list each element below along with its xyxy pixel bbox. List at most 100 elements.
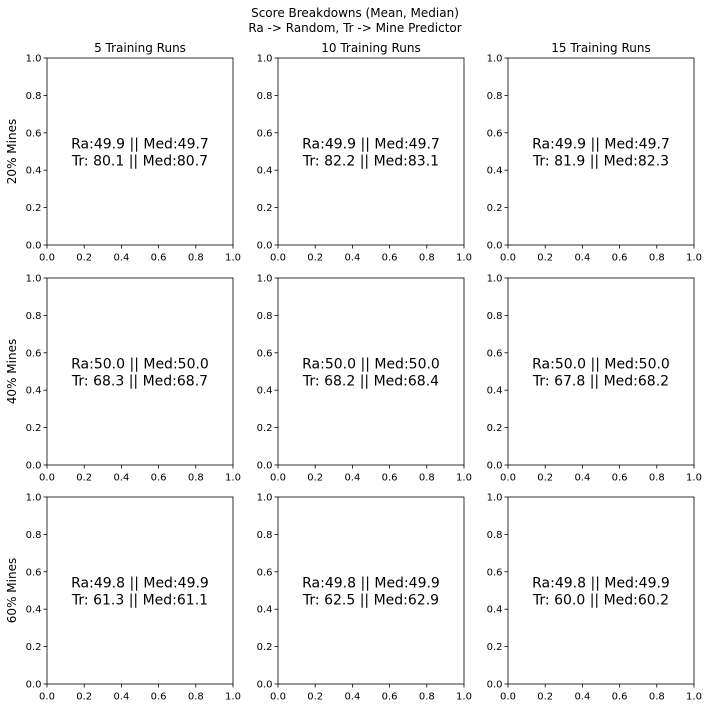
annotation-random-r3-c3: Ra:49.8 || Med:49.9 <box>532 576 670 592</box>
x-tick-label-r2-c3-3: 0.6 <box>612 473 628 484</box>
y-tick-label-r2-c3-2: 0.4 <box>487 386 503 397</box>
x-tick-label-r1-c1-2: 0.4 <box>113 253 129 264</box>
x-tick-label-r2-c1-5: 1.0 <box>225 473 241 484</box>
y-tick-label-r2-c1-5: 1.0 <box>26 274 42 285</box>
x-tick-label-r2-c1-1: 0.2 <box>76 473 92 484</box>
annotation-random-r2-c2: Ra:50.0 || Med:50.0 <box>302 357 440 373</box>
y-tick-label-r2-c3-4: 0.8 <box>487 311 503 322</box>
y-tick-label-r3-c3-1: 0.2 <box>487 642 503 653</box>
x-tick-label-r2-c3-5: 1.0 <box>686 473 702 484</box>
x-tick-label-r1-c3-5: 1.0 <box>686 253 702 264</box>
y-tick-label-r1-c1-3: 0.6 <box>26 128 42 139</box>
panel-frame-r2-c2 <box>277 277 465 466</box>
annotation-random-r1-c1: Ra:49.9 || Med:49.7 <box>71 137 209 153</box>
x-tick-label-r1-c2-2: 0.4 <box>344 253 360 264</box>
y-tick-label-r2-c1-3: 0.6 <box>26 348 42 359</box>
y-tick-label-r1-c3-3: 0.6 <box>487 128 503 139</box>
y-tick-label-r1-c3-5: 1.0 <box>487 54 503 65</box>
y-tick-label-r1-c1-1: 0.2 <box>26 203 42 214</box>
y-tick-label-r3-c1-1: 0.2 <box>26 642 42 653</box>
y-tick-label-r3-c1-4: 0.8 <box>26 530 42 541</box>
y-tick-label-r1-c2-3: 0.6 <box>257 128 273 139</box>
column-title-2: 10 Training Runs <box>321 41 421 55</box>
panel-grid: 0.0 0.2 0.4 0.6 0.8 1.0 0.0 0.2 0.4 0.6 0.8 1.0 Ra:4… <box>5 41 702 703</box>
y-tick-label-r2-c1-1: 0.2 <box>26 423 42 434</box>
x-tick-label-r1-c1-5: 1.0 <box>225 253 241 264</box>
x-tick-label-r3-c1-0: 0.0 <box>39 692 55 703</box>
x-tick-label-r3-c1-1: 0.2 <box>76 692 92 703</box>
y-tick-label-r3-c3-3: 0.6 <box>487 567 503 578</box>
y-tick-label-r1-c3-0: 0.0 <box>487 241 503 252</box>
y-tick-label-r3-c3-4: 0.8 <box>487 530 503 541</box>
y-tick-label-r1-c3-4: 0.8 <box>487 91 503 102</box>
x-tick-label-r1-c3-4: 0.8 <box>649 253 665 264</box>
suptitle-line-1: Score Breakdowns (Mean, Median) <box>251 6 459 20</box>
suptitle-line-2: Ra -> Random, Tr -> Mine Predictor <box>248 21 461 35</box>
x-tick-label-r3-c1-4: 0.8 <box>188 692 204 703</box>
annotation-trained-r1-c3: Tr: 81.9 || Med:82.3 <box>532 154 669 170</box>
y-tick-label-r2-c2-0: 0.0 <box>257 461 273 472</box>
x-tick-label-r1-c3-1: 0.2 <box>537 253 553 264</box>
y-tick-label-r1-c2-0: 0.0 <box>257 241 273 252</box>
annotation-random-r2-c3: Ra:50.0 || Med:50.0 <box>532 357 670 373</box>
y-tick-label-r1-c1-0: 0.0 <box>26 241 42 252</box>
x-tick-label-r2-c3-4: 0.8 <box>649 473 665 484</box>
y-tick-label-r3-c1-5: 1.0 <box>26 493 42 504</box>
x-tick-label-r3-c2-0: 0.0 <box>270 692 286 703</box>
y-tick-label-r2-c3-1: 0.2 <box>487 423 503 434</box>
annotation-trained-r1-c2: Tr: 82.2 || Med:83.1 <box>302 154 439 170</box>
x-tick-label-r1-c1-4: 0.8 <box>188 253 204 264</box>
x-tick-label-r2-c2-5: 1.0 <box>456 473 472 484</box>
x-tick-label-r1-c3-0: 0.0 <box>500 253 516 264</box>
panel-frame-r1-c1 <box>46 57 234 246</box>
annotation-trained-r3-c3: Tr: 60.0 || Med:60.2 <box>532 593 669 609</box>
x-tick-label-r3-c2-4: 0.8 <box>419 692 435 703</box>
x-tick-label-r2-c3-1: 0.2 <box>537 473 553 484</box>
x-tick-label-r3-c3-2: 0.4 <box>574 692 590 703</box>
x-tick-label-r1-c1-0: 0.0 <box>39 253 55 264</box>
x-tick-label-r2-c2-2: 0.4 <box>344 473 360 484</box>
annotation-random-r3-c1: Ra:49.8 || Med:49.9 <box>71 576 209 592</box>
panel-frame-r1-c3 <box>507 57 695 246</box>
row-label-2: 40% Mines <box>5 339 19 404</box>
y-tick-label-r2-c1-4: 0.8 <box>26 311 42 322</box>
panel-frame-r2-c3 <box>507 277 695 466</box>
x-tick-label-r3-c3-1: 0.2 <box>537 692 553 703</box>
x-tick-label-r2-c1-4: 0.8 <box>188 473 204 484</box>
x-tick-label-r1-c2-4: 0.8 <box>419 253 435 264</box>
y-tick-label-r3-c1-2: 0.4 <box>26 605 42 616</box>
x-tick-label-r3-c1-2: 0.4 <box>113 692 129 703</box>
y-tick-label-r2-c3-0: 0.0 <box>487 461 503 472</box>
row-label-3: 60% Mines <box>5 558 19 623</box>
y-tick-label-r3-c3-2: 0.4 <box>487 605 503 616</box>
x-tick-label-r3-c2-1: 0.2 <box>307 692 323 703</box>
x-tick-label-r3-c2-5: 1.0 <box>456 692 472 703</box>
y-tick-label-r1-c3-1: 0.2 <box>487 203 503 214</box>
y-tick-label-r1-c1-5: 1.0 <box>26 54 42 65</box>
y-tick-label-r1-c2-4: 0.8 <box>257 91 273 102</box>
y-tick-label-r1-c2-1: 0.2 <box>257 203 273 214</box>
y-tick-label-r1-c2-5: 1.0 <box>257 54 273 65</box>
x-tick-label-r2-c3-0: 0.0 <box>500 473 516 484</box>
x-tick-label-r2-c2-3: 0.6 <box>382 473 398 484</box>
y-tick-label-r1-c1-2: 0.4 <box>26 166 42 177</box>
y-tick-label-r2-c3-3: 0.6 <box>487 348 503 359</box>
x-tick-label-r2-c3-2: 0.4 <box>574 473 590 484</box>
y-tick-label-r2-c2-3: 0.6 <box>257 348 273 359</box>
x-tick-label-r3-c3-5: 1.0 <box>686 692 702 703</box>
panel-frame-r1-c2 <box>277 57 465 246</box>
x-tick-label-r1-c2-5: 1.0 <box>456 253 472 264</box>
x-tick-label-r2-c1-3: 0.6 <box>151 473 167 484</box>
x-tick-label-r3-c2-3: 0.6 <box>382 692 398 703</box>
x-tick-label-r1-c3-2: 0.4 <box>574 253 590 264</box>
y-tick-label-r3-c3-5: 1.0 <box>487 493 503 504</box>
x-tick-label-r3-c3-4: 0.8 <box>649 692 665 703</box>
y-tick-label-r2-c2-2: 0.4 <box>257 386 273 397</box>
y-tick-label-r2-c2-4: 0.8 <box>257 311 273 322</box>
x-tick-label-r2-c2-1: 0.2 <box>307 473 323 484</box>
x-tick-label-r3-c1-3: 0.6 <box>151 692 167 703</box>
panel-frame-r2-c1 <box>46 277 234 466</box>
x-tick-label-r1-c1-1: 0.2 <box>76 253 92 264</box>
panel-frame-r3-c2 <box>277 496 465 685</box>
